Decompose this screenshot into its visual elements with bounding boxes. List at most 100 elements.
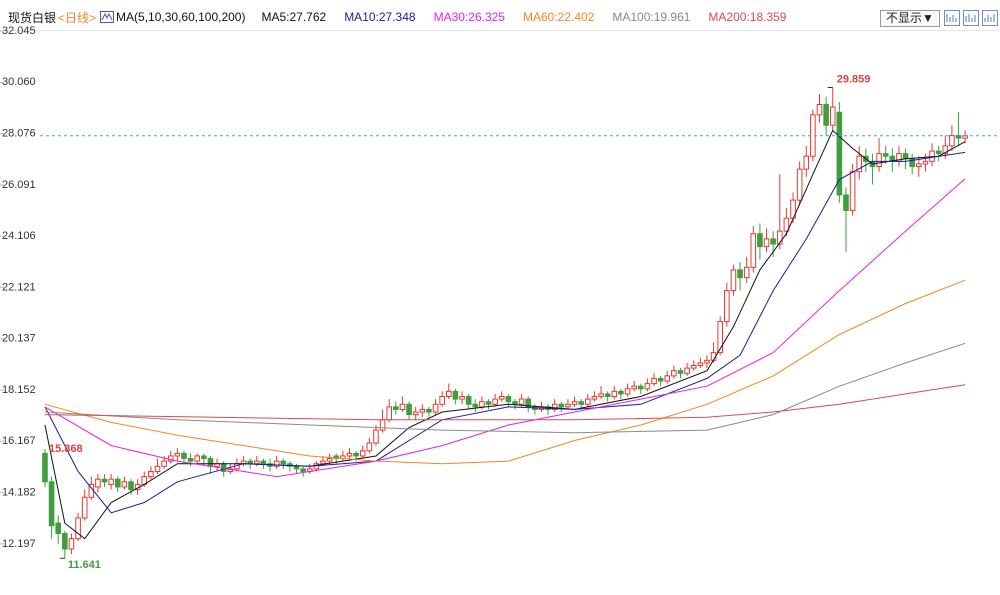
candle-body: [657, 377, 664, 382]
candle-body: [637, 385, 644, 390]
candle-body: [148, 470, 154, 478]
y-tick-label: 16.167: [2, 435, 36, 447]
legend-name: MA200:: [708, 10, 750, 24]
candle-body: [68, 538, 75, 550]
candle-body: [300, 468, 306, 472]
legend-name: MA10:: [344, 10, 379, 24]
candle-body: [949, 135, 955, 147]
candle-body: [373, 429, 379, 444]
candle-body: [876, 153, 882, 168]
candle-body: [644, 383, 651, 390]
candle-body: [816, 104, 823, 116]
candle-body: [393, 406, 399, 410]
candle-body: [551, 403, 558, 410]
period[interactable]: <日线>: [58, 10, 97, 25]
candle-body: [426, 408, 432, 413]
indicator[interactable]: MA(5,10,30,60,100,200): [116, 10, 246, 24]
ma-line: [44, 151, 966, 514]
candle-body: [406, 403, 412, 416]
candle-body: [624, 388, 631, 395]
candle-body: [836, 111, 843, 196]
legend-name: MA30:: [433, 10, 469, 24]
candle-body: [359, 450, 366, 457]
candle-body: [48, 481, 55, 527]
candle-body: [479, 401, 485, 408]
candle-body: [598, 393, 604, 398]
candle-body: [525, 398, 532, 408]
y-tick-label: 32.045: [2, 25, 36, 37]
candle-body: [320, 460, 326, 465]
candle-body: [604, 393, 611, 398]
legend-value: 27.348: [378, 10, 416, 24]
candle-body: [783, 217, 790, 232]
candle-body: [412, 411, 419, 416]
candle-body: [386, 406, 393, 421]
candle-body: [55, 522, 62, 534]
candle-body: [618, 390, 624, 395]
candle-body: [121, 481, 128, 488]
candle-body: [571, 401, 578, 405]
candle-body: [518, 398, 525, 405]
legend-entry: MA200:18.359: [708, 10, 788, 24]
candle-body: [922, 160, 929, 165]
y-tick-label: 26.091: [2, 179, 36, 191]
candle-body: [75, 517, 81, 540]
candle-body: [684, 367, 690, 374]
candle-body: [452, 390, 459, 400]
candle-body: [174, 452, 181, 457]
candle-body: [843, 194, 849, 211]
candle-body: [62, 532, 68, 550]
toolbar-icons[interactable]: [944, 10, 998, 27]
candle-body: [856, 155, 863, 173]
y-tick-label: 30.060: [2, 76, 36, 88]
candle-body: [585, 398, 591, 405]
candle-body: [724, 290, 730, 323]
indicator-icon: [100, 11, 115, 23]
candle-body: [439, 396, 445, 405]
candle-body: [690, 365, 697, 369]
hide-button[interactable]: 不显示▼: [880, 10, 940, 27]
candle-body: [42, 452, 48, 483]
candle-body: [697, 362, 704, 367]
candle-body: [498, 396, 505, 400]
candle-body: [459, 396, 465, 400]
candle-body: [763, 238, 770, 248]
legend-entry: MA10:27.348: [344, 10, 417, 24]
candle-body: [154, 465, 161, 472]
y-tick-label: 12.197: [2, 538, 36, 550]
candle-body: [611, 390, 618, 398]
candle-body: [677, 370, 684, 374]
candle-body: [366, 442, 373, 452]
legend-value: 26.325: [468, 10, 505, 24]
legend-entry: MA30:26.325: [434, 10, 507, 24]
candle-body: [207, 458, 214, 467]
legend-entry: MA5:27.762: [261, 10, 328, 24]
candle-body: [664, 375, 671, 382]
candle-body: [651, 377, 657, 385]
candle-body: [902, 153, 909, 160]
candle-body: [823, 104, 829, 126]
candle-body: [505, 396, 512, 403]
candle-body: [757, 233, 763, 248]
candle-body: [803, 155, 810, 170]
legend: MA5:27.762 MA10:27.348 MA30:26.325 MA60:22.…: [247, 10, 790, 24]
candle-body: [114, 478, 121, 488]
candle-body: [909, 158, 915, 168]
candle-body: [935, 150, 942, 155]
candle-body: [882, 153, 889, 157]
candle-body: [128, 481, 134, 491]
y-tick-label: 20.137: [2, 333, 36, 345]
candle-body: [194, 455, 201, 462]
candle-body: [161, 460, 167, 467]
candle-body: [776, 230, 783, 245]
y-tick-label: 28.076: [2, 127, 36, 139]
candle-body: [379, 419, 386, 431]
candle-body: [730, 269, 737, 292]
candle-body: [485, 401, 492, 405]
candle-body: [101, 478, 108, 483]
candle-body: [108, 478, 114, 485]
ma-line: [44, 279, 966, 465]
candle-body: [591, 396, 598, 400]
header: 现货白银 <日线> MA(5,10,30,60,100,200) MA5:27.…: [0, 0, 1000, 34]
